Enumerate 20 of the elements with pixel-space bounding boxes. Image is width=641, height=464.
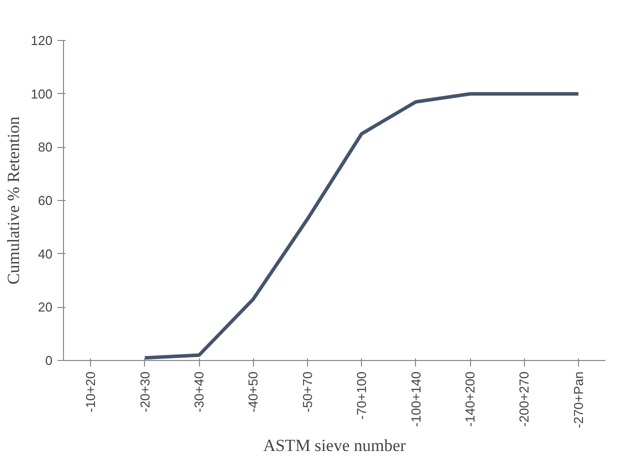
- y-axis-title: Cumulative % Retention: [4, 116, 23, 285]
- x-tick-label: -200+270: [516, 371, 532, 427]
- x-tick-label: -40+50: [246, 371, 261, 412]
- y-tick-label: 40: [38, 246, 53, 262]
- x-tick-label: -140+200: [462, 371, 478, 427]
- x-tick-label: -10+20: [83, 371, 98, 412]
- x-tick-label: -20+30: [137, 371, 152, 412]
- y-tick-label: 120: [30, 33, 53, 48]
- line-series: [143, 92, 580, 360]
- y-tick-label: 100: [30, 86, 53, 102]
- x-tick-label: -70+100: [354, 371, 370, 420]
- y-tick-label: 0: [45, 353, 53, 368]
- x-tick-label: -100+140: [408, 371, 424, 427]
- x-tick-label: -270+Pan: [570, 371, 586, 428]
- y-tick-label: 60: [38, 193, 53, 208]
- x-axis-title: ASTM sieve number: [263, 436, 406, 456]
- x-tick-label: -30+40: [192, 371, 206, 412]
- y-tick-label: 80: [38, 140, 53, 155]
- x-tick-label: -50+70: [300, 371, 315, 412]
- y-tick-label: 20: [38, 300, 53, 315]
